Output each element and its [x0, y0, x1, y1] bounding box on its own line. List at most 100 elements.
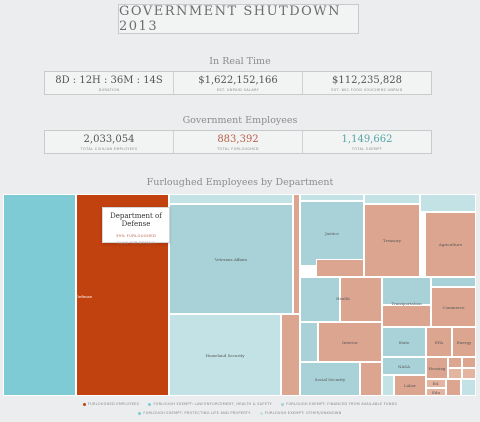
legend-item-furloughed: FURLOUGHED EMPLOYEES — [82, 402, 139, 406]
department-treemap: Defense Veterans Affairs Homeland Securi… — [3, 194, 476, 396]
total-civilian-value: 2,033,054 — [83, 133, 135, 145]
employees-heading: Government Employees — [182, 115, 298, 126]
small-dept-cell-6[interactable] — [461, 379, 476, 396]
social-security-label: Social Security — [314, 376, 346, 382]
legend-dot-icon — [281, 402, 285, 406]
health-furloughed-cell[interactable] — [340, 277, 382, 322]
nasa-cell[interactable]: NASA — [382, 357, 426, 375]
realtime-stats: 8D : 12H : 36M : 14S DURATION $1,622,152… — [44, 71, 432, 95]
ed-cell[interactable]: Ed. — [426, 379, 446, 388]
realtime-heading: In Real Time — [209, 56, 271, 67]
justice-label: Justice — [325, 231, 339, 236]
justice-furloughed-cell[interactable] — [316, 259, 364, 277]
epa-cell[interactable]: EPA — [426, 327, 452, 357]
legend-item-law-enforcement: FURLOUGH EXEMPT: LAW ENFORCEMENT, HEALTH… — [148, 402, 272, 406]
department-tooltip: Department of Defense 39% FURLOUGHED CLI… — [102, 207, 170, 245]
labor-exempt-cell[interactable] — [382, 375, 394, 396]
va-top-strip[interactable] — [169, 194, 293, 204]
transportation-label: Transportation — [391, 300, 422, 306]
labor-cell[interactable]: Labor — [394, 375, 426, 396]
employees-stats: 2,033,054 TOTAL CIVILIAN EMPLOYEES 883,3… — [44, 130, 432, 154]
legend-dot-icon — [259, 411, 263, 415]
energy-label: Energy — [456, 339, 472, 345]
defense-exempt-cell[interactable] — [3, 194, 76, 396]
agriculture-cell[interactable]: Agriculture — [425, 212, 476, 277]
defense-label-wrap: Defense — [69, 290, 99, 302]
epa-label: EPA — [434, 339, 444, 345]
housing-label: Housing — [428, 365, 446, 371]
duration-label: DURATION — [98, 87, 120, 92]
legend-row-1: FURLOUGHED EMPLOYEES FURLOUGH EXEMPT: LA… — [0, 402, 480, 406]
total-exempt-stat: 1,149,662 TOTAL EXEMPT — [303, 131, 431, 153]
small-dept-cell-2[interactable] — [462, 357, 476, 368]
health-label-wrap: Health — [323, 292, 363, 304]
health-label: Health — [336, 295, 350, 301]
treasury-cell[interactable]: Treasury — [364, 204, 420, 277]
transportation-label-wrap: Transportation — [382, 297, 431, 309]
total-furloughed-stat: 883,392 TOTAL FURLOUGHED — [174, 131, 303, 153]
wic-label: EST. WIC FOOD VOUCHERS UNPAID — [331, 87, 403, 92]
unpaid-salary-stat: $1,622,152,166 EST. UNPAID SALARY — [174, 72, 303, 94]
total-furloughed-value: 883,392 — [217, 133, 259, 145]
legend-item-life-property: FURLOUGH EXEMPT: PROTECTING LIFE AND PRO… — [138, 411, 250, 415]
unpaid-salary-value: $1,622,152,166 — [198, 74, 278, 86]
unpaid-salary-label: EST. UNPAID SALARY — [216, 87, 260, 92]
veterans-affairs-cell[interactable]: Veterans Affairs — [169, 204, 293, 314]
treasury-top-strip[interactable] — [364, 194, 420, 204]
social-security-furloughed-cell[interactable] — [360, 362, 382, 396]
transportation-exempt-cell[interactable] — [382, 277, 431, 305]
state-label: State — [398, 339, 410, 345]
va-furloughed-cell[interactable] — [293, 194, 300, 314]
legend-row-2: FURLOUGH EXEMPT: PROTECTING LIFE AND PRO… — [0, 411, 480, 415]
total-furloughed-label: TOTAL FURLOUGHED — [217, 146, 259, 151]
justice-top-strip[interactable] — [300, 194, 364, 201]
page-title-text: GOVERNMENT SHUTDOWN 2013 — [119, 4, 342, 34]
page-title: GOVERNMENT SHUTDOWN 2013 — [118, 4, 359, 34]
edu-cell[interactable]: Edu — [426, 388, 446, 396]
small-dept-cell-1[interactable] — [448, 357, 462, 368]
wic-stat: $112,235,828 EST. WIC FOOD VOUCHERS UNPA… — [303, 72, 431, 94]
legend-dot-icon — [82, 402, 86, 406]
edu-label: Edu — [431, 389, 441, 395]
treasury-label: Treasury — [382, 238, 402, 243]
commerce-cell[interactable]: Commerce — [431, 287, 476, 327]
total-exempt-label: TOTAL EXEMPT — [351, 146, 383, 151]
legend-dot-icon — [138, 411, 142, 415]
homeland-furloughed-cell[interactable] — [281, 314, 300, 396]
tooltip-action[interactable]: CLICK FOR DETAILS — [117, 241, 155, 245]
total-civilian-label: TOTAL CIVILIAN EMPLOYEES — [80, 146, 138, 151]
defense-label: Defense — [75, 293, 93, 299]
small-dept-cell-3[interactable] — [448, 368, 462, 379]
duration-stat: 8D : 12H : 36M : 14S DURATION — [45, 72, 174, 94]
housing-cell[interactable]: Housing — [426, 357, 448, 379]
interior-cell[interactable]: Interior — [318, 322, 382, 362]
transportation-furloughed-cell[interactable] — [382, 305, 431, 327]
agriculture-top-strip[interactable] — [420, 194, 476, 212]
duration-value: 8D : 12H : 36M : 14S — [55, 74, 163, 86]
tooltip-title: Department of Defense — [110, 212, 162, 228]
state-cell[interactable]: State — [382, 327, 426, 357]
energy-cell[interactable]: Energy — [452, 327, 476, 357]
health-exempt-cell[interactable] — [300, 277, 340, 322]
justice-cell[interactable]: Justice — [300, 201, 364, 266]
total-civilian-stat: 2,033,054 TOTAL CIVILIAN EMPLOYEES — [45, 131, 174, 153]
total-exempt-value: 1,149,662 — [341, 133, 393, 145]
homeland-security-label: Homeland Security — [205, 352, 245, 358]
social-security-cell[interactable]: Social Security — [300, 362, 360, 396]
commerce-label: Commerce — [442, 304, 465, 310]
agriculture-label: Agriculture — [438, 242, 463, 247]
tooltip-percent: 39% FURLOUGHED — [115, 233, 157, 238]
veterans-affairs-label: Veterans Affairs — [214, 256, 248, 262]
ed-label: Ed. — [432, 381, 440, 386]
small-dept-cell-4[interactable] — [462, 368, 476, 379]
legend-dot-icon — [148, 402, 152, 406]
legend-item-available-funds: FURLOUGH EXEMPT: FINANCED FROM AVAILABLE… — [281, 402, 397, 406]
labor-label: Labor — [404, 383, 416, 388]
interior-label: Interior — [342, 339, 358, 345]
wic-value: $112,235,828 — [332, 74, 402, 86]
small-dept-cell-5[interactable] — [446, 379, 461, 396]
commerce-exempt-cell[interactable] — [431, 277, 476, 287]
homeland-security-cell[interactable]: Homeland Security — [169, 314, 281, 396]
nasa-label: NASA — [397, 363, 411, 369]
interior-exempt-cell[interactable] — [300, 322, 318, 362]
